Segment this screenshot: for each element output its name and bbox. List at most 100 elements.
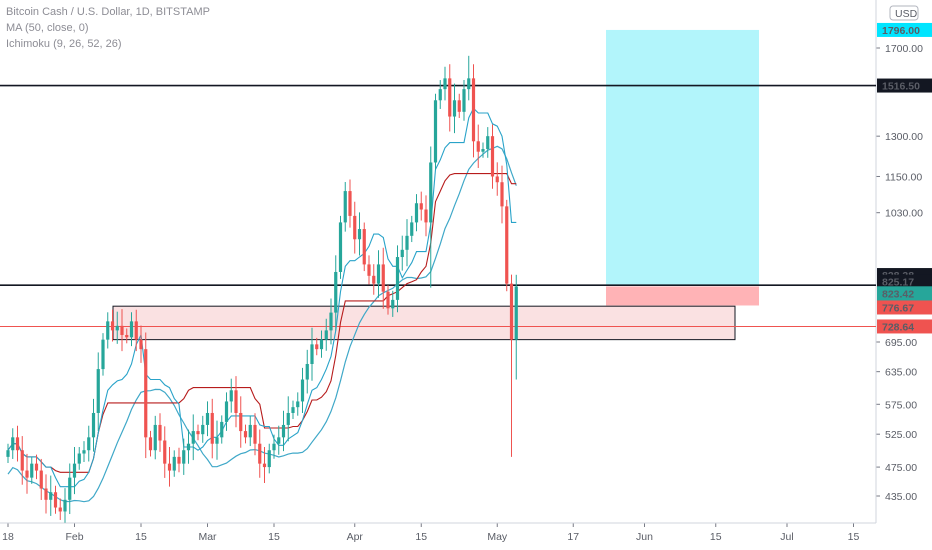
x-tick-label: 18 xyxy=(2,531,14,543)
currency-badge: USD xyxy=(889,5,919,21)
support-box xyxy=(112,305,736,341)
candle-body xyxy=(495,176,499,183)
candle-body xyxy=(120,325,124,335)
candle-body xyxy=(319,339,324,350)
candle-body xyxy=(139,339,143,350)
ichimoku-legend: Ichimoku (9, 26, 52, 26) xyxy=(6,38,122,50)
candle-body xyxy=(381,264,385,292)
candle-body xyxy=(362,229,366,265)
candle-body xyxy=(291,407,295,413)
candle-body xyxy=(44,488,48,500)
candle-body xyxy=(186,443,191,451)
candle-body xyxy=(305,363,309,380)
y-tick-label: 1150.00 xyxy=(885,171,922,183)
candle-body xyxy=(514,286,518,340)
x-tick-label: 15 xyxy=(415,531,427,543)
candle-body xyxy=(163,440,167,464)
candle-body xyxy=(367,264,371,276)
candle-body xyxy=(91,412,96,438)
price-labels: 1796.001516.50828.38825.17823.4216:12:57… xyxy=(877,22,932,334)
candle-body xyxy=(77,453,81,464)
candle-body xyxy=(357,229,362,240)
candle-body xyxy=(277,437,281,444)
x-tick-label: 17 xyxy=(567,531,579,543)
y-tick-label: 635.00 xyxy=(885,367,917,379)
candle-body xyxy=(101,339,105,370)
candle-body xyxy=(106,321,110,340)
price-label-text: 1516.50 xyxy=(882,81,920,93)
candle-body xyxy=(239,412,243,432)
price-label-text: 1796.00 xyxy=(882,25,920,37)
candle-body xyxy=(405,235,409,250)
candle-body xyxy=(505,206,509,284)
candle-body xyxy=(334,271,338,313)
candle-body xyxy=(158,424,162,441)
candle-body xyxy=(30,463,34,478)
candle-body xyxy=(11,437,15,451)
candle-body xyxy=(115,325,119,331)
candle-body xyxy=(129,321,134,338)
candle-body xyxy=(224,401,229,422)
candle-body xyxy=(467,78,471,90)
candle-body xyxy=(220,421,224,438)
candle-body xyxy=(481,149,485,152)
candle-body xyxy=(272,443,276,451)
price-label-box xyxy=(877,274,932,289)
candle-body xyxy=(53,492,58,508)
candle-body xyxy=(210,412,214,444)
candle-body xyxy=(324,330,328,340)
candle-body xyxy=(229,390,233,402)
candle-body xyxy=(286,412,290,425)
candle-body xyxy=(58,507,62,512)
candle-body xyxy=(386,291,390,309)
candle-body xyxy=(182,450,186,464)
price-label-box xyxy=(877,319,932,334)
candle-body xyxy=(410,222,414,236)
candle-body xyxy=(39,470,43,489)
y-axis: 1700.00 1300.00 1150.00 1030.00 695.00 635.00… xyxy=(876,43,923,503)
currency-badge-box xyxy=(889,5,919,21)
candle-body xyxy=(395,257,400,300)
candle-body xyxy=(258,443,262,464)
candle-body xyxy=(281,424,286,438)
x-tick-label: Jun xyxy=(636,531,653,543)
candle-body xyxy=(110,321,115,331)
candle-body xyxy=(438,89,442,101)
ichimoku-conversion-line xyxy=(7,107,517,488)
candle-body xyxy=(424,209,428,223)
candle-body xyxy=(177,456,181,464)
candle-body xyxy=(300,379,305,402)
candle-body xyxy=(433,100,438,163)
position-zones xyxy=(112,29,759,341)
y-tick-label: 1030.00 xyxy=(885,208,923,220)
price-label-text: 825.17 xyxy=(882,277,914,289)
y-tick-label: 1700.00 xyxy=(885,43,923,55)
candle-body xyxy=(419,203,423,210)
candle-body xyxy=(172,456,176,471)
candle-body xyxy=(391,299,395,309)
candle-body xyxy=(315,344,319,350)
candle-body xyxy=(234,390,238,413)
candle-body xyxy=(452,100,457,117)
candle-body xyxy=(348,191,352,216)
x-tick-label: Jul xyxy=(780,531,793,543)
candle-body xyxy=(329,312,333,331)
candle-body xyxy=(476,141,480,152)
candle-body xyxy=(429,162,433,223)
candle-body xyxy=(443,78,447,90)
x-tick-label: May xyxy=(487,531,508,543)
x-axis: 18 Feb 15 Mar 15 Apr 15 May 17 Jun 15 Jul 15 xyxy=(2,523,859,543)
price-label-box xyxy=(877,78,932,93)
ma-legend: MA (50, close, 0) xyxy=(6,22,89,34)
x-tick-label: 15 xyxy=(848,531,860,543)
candle-body xyxy=(201,424,205,435)
candle-body xyxy=(490,136,495,177)
price-label-box xyxy=(877,22,932,37)
currency-badge-text: USD xyxy=(895,8,918,20)
x-tick-label: Apr xyxy=(347,531,364,543)
x-tick-label: Feb xyxy=(65,531,83,543)
candle-body xyxy=(343,191,347,223)
candle-body xyxy=(191,431,195,444)
candle-body xyxy=(500,182,504,207)
